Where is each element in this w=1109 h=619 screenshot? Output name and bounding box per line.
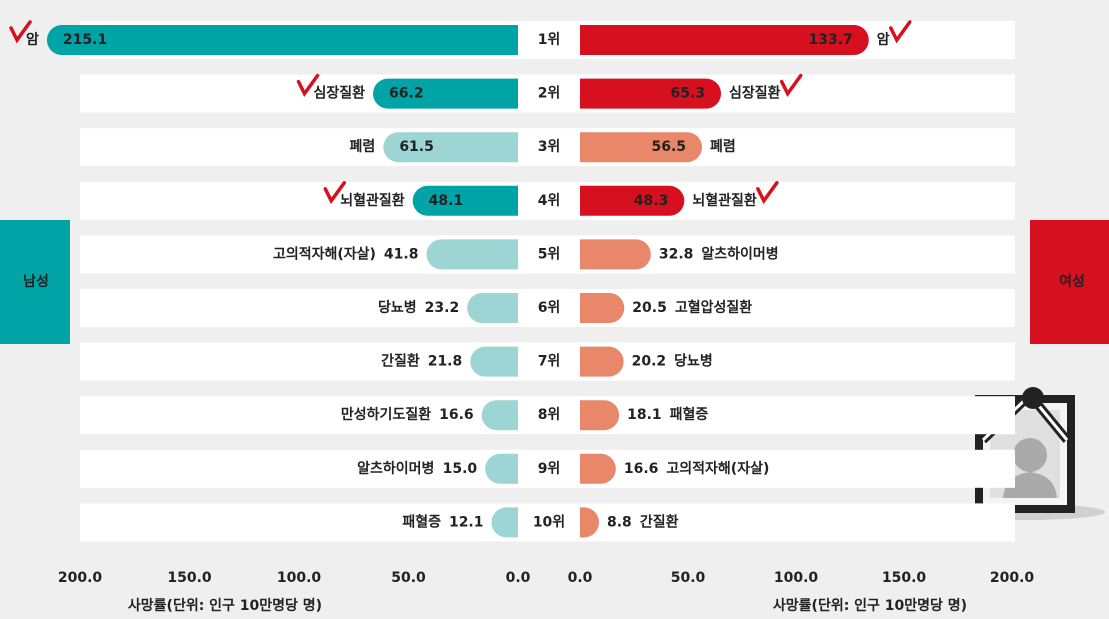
rank-label: 5위 xyxy=(538,246,561,262)
category-label: 간질환 xyxy=(640,513,679,530)
bar xyxy=(467,293,518,323)
x-axis-title: 사망률(단위: 인구 10만명당 명) xyxy=(773,597,967,614)
category-label: 고의적자해(자살) xyxy=(666,460,769,477)
legend-label: 여성 xyxy=(1059,273,1085,290)
value-label: 215.1 xyxy=(63,32,107,48)
x-tick-label: 200.0 xyxy=(58,570,103,586)
rank-label: 7위 xyxy=(538,354,561,370)
value-label: 12.1 xyxy=(449,514,484,530)
value-label: 133.7 xyxy=(808,32,852,48)
x-tick-label: 0.0 xyxy=(568,570,593,586)
value-label: 61.5 xyxy=(399,139,434,155)
category-label: 패혈증 xyxy=(670,406,709,423)
category-label: 만성하기도질환 xyxy=(341,406,431,423)
rank-label: 6위 xyxy=(538,300,561,316)
rank-label: 4위 xyxy=(538,193,561,209)
category-label: 알츠하이머병 xyxy=(701,245,778,262)
value-label: 8.8 xyxy=(607,514,632,530)
bar xyxy=(580,347,624,377)
category-label: 간질환 xyxy=(381,353,420,370)
value-label: 18.1 xyxy=(627,407,662,423)
rank-label: 8위 xyxy=(538,407,561,423)
rank-label: 9위 xyxy=(538,461,561,477)
value-label: 16.6 xyxy=(439,407,474,423)
x-tick-label: 50.0 xyxy=(391,570,426,586)
rank-label: 1위 xyxy=(538,32,561,48)
value-label: 23.2 xyxy=(425,300,460,316)
x-tick-label: 50.0 xyxy=(671,570,706,586)
bar xyxy=(580,454,616,484)
bar xyxy=(580,293,624,323)
value-label: 56.5 xyxy=(651,139,686,155)
category-label: 뇌혈관질환 xyxy=(692,192,757,209)
x-tick-label: 100.0 xyxy=(277,570,322,586)
value-label: 66.2 xyxy=(389,86,424,102)
x-tick-label: 100.0 xyxy=(774,570,819,586)
value-label: 21.8 xyxy=(428,354,463,370)
value-label: 15.0 xyxy=(443,461,478,477)
value-label: 16.6 xyxy=(624,461,659,477)
value-label: 65.3 xyxy=(671,86,706,102)
category-label: 폐렴 xyxy=(350,139,376,155)
bar xyxy=(485,454,518,484)
category-label: 알츠하이머병 xyxy=(357,460,434,477)
category-label: 폐렴 xyxy=(710,139,736,155)
category-label: 암 xyxy=(26,31,39,48)
x-tick-label: 150.0 xyxy=(167,570,212,586)
category-label: 뇌혈관질환 xyxy=(340,192,405,209)
rank-label: 10위 xyxy=(533,514,565,530)
x-axis-title: 사망률(단위: 인구 10만명당 명) xyxy=(128,597,322,614)
value-label: 48.1 xyxy=(429,193,464,209)
value-label: 20.2 xyxy=(632,354,667,370)
category-label: 당뇨병 xyxy=(378,299,417,316)
bar xyxy=(580,400,619,430)
bar xyxy=(47,25,518,55)
bar xyxy=(482,400,518,430)
bar xyxy=(470,347,518,377)
value-label: 20.5 xyxy=(632,300,667,316)
category-label: 패혈증 xyxy=(402,513,441,530)
bar xyxy=(580,186,684,216)
bar xyxy=(580,239,651,269)
legend-label: 남성 xyxy=(23,273,49,290)
value-label: 32.8 xyxy=(659,246,694,262)
category-label: 고혈압성질환 xyxy=(675,299,752,316)
rank-label: 2위 xyxy=(538,86,561,102)
category-label: 암 xyxy=(877,31,890,48)
value-label: 41.8 xyxy=(384,246,419,262)
category-label: 고의적자해(자살) xyxy=(273,245,376,262)
rank-label: 3위 xyxy=(538,139,561,155)
chart: 1위 2위 3위 4위 5위 6위 7위 8위 9위 10위 215.1 암 66.2 심장질환 61.5 폐… xyxy=(0,0,1109,619)
category-label: 심장질환 xyxy=(313,85,365,102)
x-tick-label: 0.0 xyxy=(506,570,531,586)
x-tick-label: 200.0 xyxy=(990,570,1035,586)
value-label: 48.3 xyxy=(634,193,669,209)
bar xyxy=(426,239,518,269)
x-tick-label: 150.0 xyxy=(882,570,927,586)
category-label: 심장질환 xyxy=(729,85,781,102)
category-label: 당뇨병 xyxy=(674,353,713,370)
